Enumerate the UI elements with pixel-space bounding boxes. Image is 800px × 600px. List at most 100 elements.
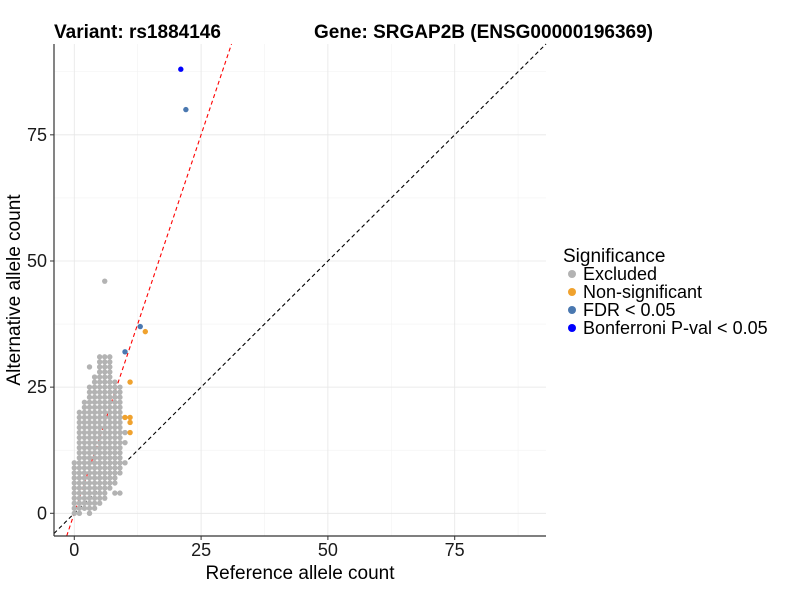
- data-point: [91, 490, 98, 496]
- data-point: [102, 384, 108, 390]
- data-point: [137, 323, 143, 330]
- data-point: [76, 505, 83, 511]
- data-point: [117, 439, 123, 446]
- data-point: [107, 414, 113, 421]
- data-point: [71, 475, 77, 481]
- data-point: [127, 419, 133, 426]
- data-point: [112, 455, 118, 461]
- data-point: [91, 379, 98, 385]
- data-point: [107, 384, 113, 390]
- legend-key: [568, 288, 576, 296]
- data-point: [86, 419, 93, 426]
- data-point: [96, 414, 103, 421]
- data-point: [76, 409, 83, 416]
- legend-key: [568, 270, 576, 278]
- data-point: [86, 364, 93, 370]
- data-point: [86, 480, 93, 486]
- data-point: [117, 424, 123, 431]
- data-point: [76, 500, 83, 506]
- data-point: [112, 424, 118, 431]
- chart-title-variant: Variant: rs1884146: [54, 22, 221, 43]
- data-point: [91, 384, 98, 390]
- data-point: [112, 419, 118, 426]
- data-point: [86, 490, 93, 496]
- data-point: [107, 444, 113, 451]
- data-point: [91, 409, 98, 416]
- data-point: [96, 434, 103, 441]
- data-point: [112, 394, 118, 400]
- legend-title: Significance: [563, 246, 665, 267]
- data-point: [91, 419, 98, 426]
- data-point: [107, 359, 113, 365]
- data-point: [91, 465, 98, 471]
- data-point: [81, 455, 88, 461]
- data-point: [71, 490, 77, 496]
- data-point: [81, 505, 88, 511]
- data-point: [117, 460, 123, 466]
- data-point: [102, 465, 108, 471]
- data-point: [107, 419, 113, 426]
- data-point: [117, 455, 123, 461]
- data-point: [102, 460, 108, 466]
- data-point: [86, 414, 93, 421]
- data-point: [96, 495, 103, 501]
- data-point: [96, 490, 103, 496]
- data-point: [112, 480, 118, 486]
- data-point: [96, 394, 103, 400]
- data-point: [117, 389, 123, 395]
- data-point: [86, 460, 93, 466]
- data-point: [86, 475, 93, 481]
- data-point: [76, 465, 83, 471]
- data-point: [112, 404, 118, 411]
- data-point: [96, 374, 103, 380]
- data-point: [107, 389, 113, 395]
- y-tick-label: 25: [27, 377, 47, 397]
- data-point: [102, 490, 108, 496]
- data-point: [86, 429, 93, 436]
- data-point: [76, 444, 83, 451]
- data-point: [81, 404, 88, 411]
- data-point: [71, 505, 77, 511]
- data-point: [112, 444, 118, 451]
- series-excluded: [71, 278, 128, 516]
- data-point: [102, 404, 108, 411]
- data-point: [102, 419, 108, 426]
- data-point: [122, 439, 128, 446]
- data-point: [96, 389, 103, 395]
- plot-axes: [53, 44, 546, 537]
- data-point: [107, 409, 113, 416]
- x-tick-label: 50: [318, 540, 338, 560]
- data-point: [117, 399, 123, 405]
- data-point: [76, 480, 83, 486]
- data-point: [86, 409, 93, 416]
- data-point: [96, 470, 103, 476]
- data-point: [183, 106, 189, 113]
- data-point: [107, 450, 113, 456]
- data-point: [91, 414, 98, 421]
- data-point: [102, 475, 108, 481]
- data-point: [102, 394, 108, 400]
- data-point: [107, 434, 113, 441]
- data-point: [76, 434, 83, 441]
- data-point: [112, 450, 118, 456]
- data-point: [117, 490, 123, 496]
- data-point: [112, 490, 118, 496]
- data-point: [81, 465, 88, 471]
- data-point: [96, 369, 103, 375]
- x-tick-label: 75: [445, 540, 465, 560]
- data-point: [117, 404, 123, 411]
- data-point: [96, 444, 103, 451]
- data-point: [117, 450, 123, 456]
- data-point: [86, 399, 93, 405]
- data-point: [107, 379, 113, 385]
- data-point: [107, 465, 113, 471]
- series-bonferroni-p-val-0-05: [178, 66, 184, 72]
- data-point: [102, 364, 108, 370]
- data-point: [112, 399, 118, 405]
- data-point: [81, 470, 88, 476]
- data-point: [76, 450, 83, 456]
- data-point: [91, 429, 98, 436]
- data-point: [86, 485, 93, 491]
- y-tick-label: 50: [27, 251, 47, 271]
- data-point: [112, 414, 118, 421]
